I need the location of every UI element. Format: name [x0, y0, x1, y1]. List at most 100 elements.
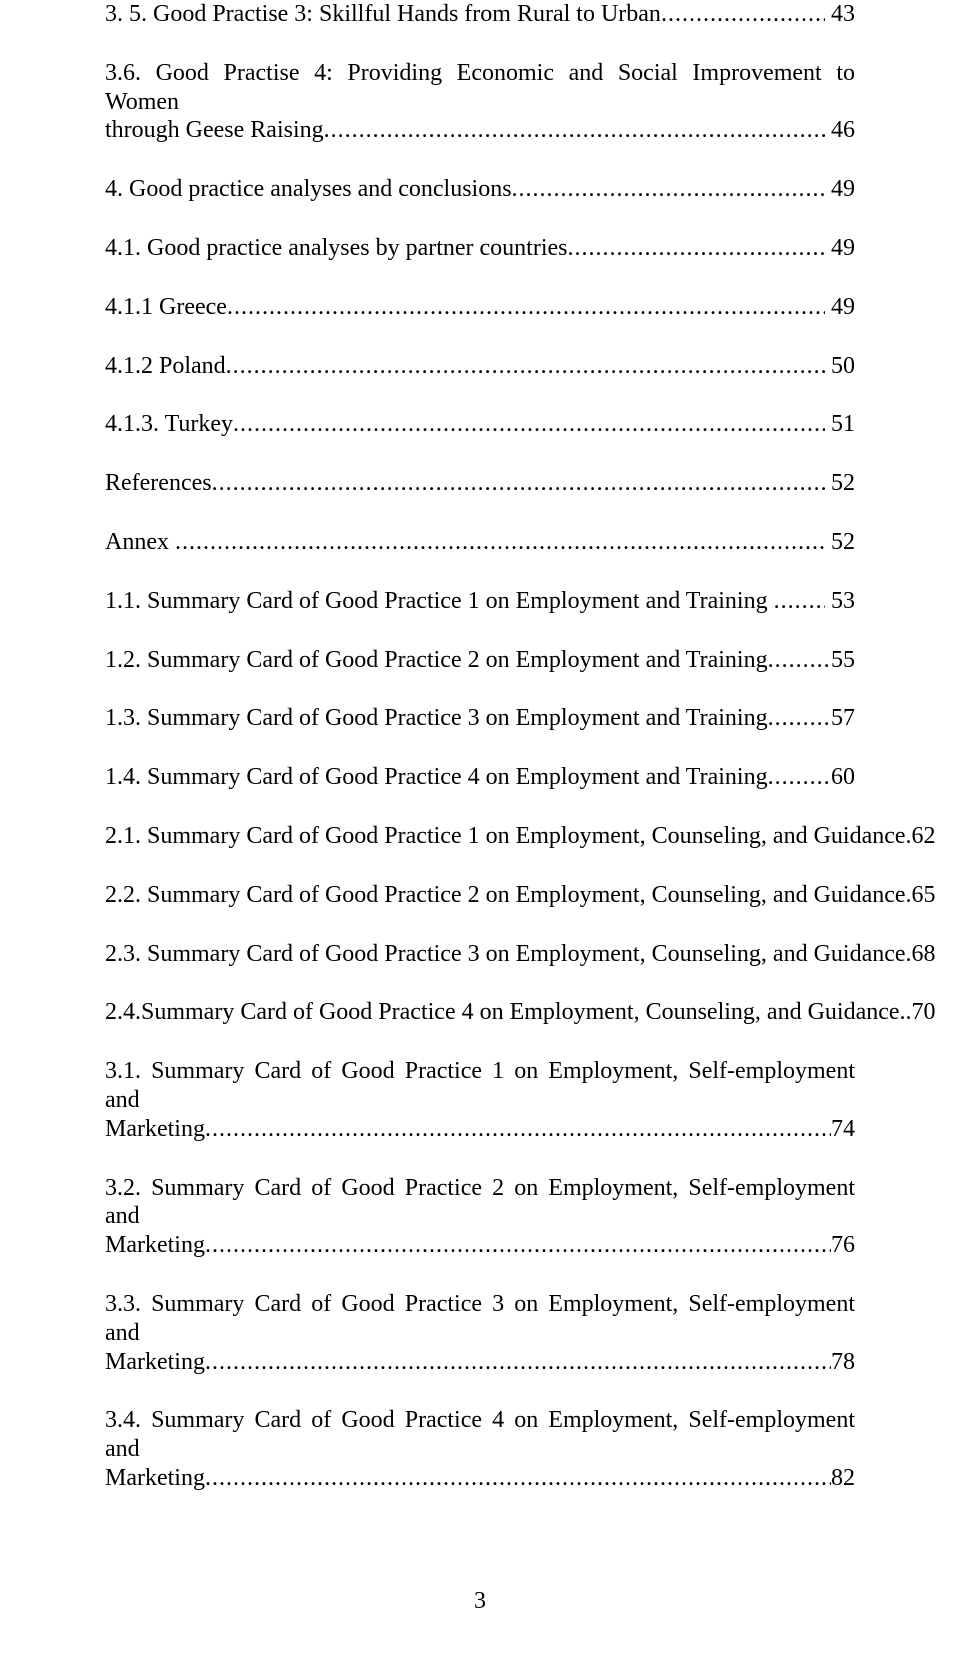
toc-entry: 3.4. Summary Card of Good Practice 4 on … [105, 1406, 855, 1492]
toc-entry: 4.1. Good practice analyses by partner c… [105, 234, 855, 263]
toc-entry-text: Marketing [105, 1464, 205, 1493]
toc-entry-text: 4.1.1 Greece [105, 293, 227, 322]
toc-entry-text: 1.1. Summary Card of Good Practice 1 on … [105, 587, 774, 616]
toc-entry-text: 4.1. Good practice analyses by partner c… [105, 234, 568, 263]
toc-entry: 4. Good practice analyses and conclusion… [105, 175, 855, 204]
toc-leader-row: Annex ..................................… [105, 528, 855, 557]
toc-entry-page: 52 [825, 528, 855, 557]
toc-leader-dots: ........................................… [205, 1464, 831, 1493]
toc-leader-dots: ........................................… [661, 0, 825, 29]
toc-entry: 2.4.Summary Card of Good Practice 4 on E… [105, 998, 855, 1027]
toc-entry-text: Marketing [105, 1115, 205, 1144]
toc-entry: 3.2. Summary Card of Good Practice 2 on … [105, 1174, 855, 1260]
toc-entry-text: 2.3. Summary Card of Good Practice 3 on … [105, 940, 906, 969]
toc-leader-row: Marketing...............................… [105, 1115, 855, 1144]
toc-entry: 3.6. Good Practise 4: Providing Economic… [105, 59, 855, 145]
toc-entry-page: 50 [825, 352, 855, 381]
toc-entry-page: ..70 [900, 998, 936, 1027]
toc-entry-page: .65 [906, 881, 936, 910]
toc-leader-row: Marketing...............................… [105, 1464, 855, 1493]
toc-entry: Annex ..................................… [105, 528, 855, 557]
toc-entry-page: 76 [831, 1231, 855, 1260]
toc-entry: 1.4. Summary Card of Good Practice 4 on … [105, 763, 855, 792]
toc-leader-dots: ........................................… [324, 116, 825, 145]
toc-leader-dots: ........................................… [227, 293, 825, 322]
toc-entry: 2.3. Summary Card of Good Practice 3 on … [105, 940, 855, 969]
toc-entry-page: 49 [825, 293, 855, 322]
toc-entry: 2.1. Summary Card of Good Practice 1 on … [105, 822, 855, 851]
toc-entry-page: 51 [825, 410, 855, 439]
toc-entry-page: 53 [825, 587, 855, 616]
toc-entry-text: 1.3. Summary Card of Good Practice 3 on … [105, 704, 768, 733]
toc-entry-page: 43 [825, 0, 855, 29]
toc-leader-row: through Geese Raising...................… [105, 116, 855, 145]
toc-entry-text: through Geese Raising [105, 116, 324, 145]
toc-leader-dots: ........................................… [205, 1115, 831, 1144]
toc-leader-row: 1.3. Summary Card of Good Practice 3 on … [105, 704, 855, 733]
toc-entry-text: 2.1. Summary Card of Good Practice 1 on … [105, 822, 906, 851]
toc-entry: References..............................… [105, 469, 855, 498]
toc-leader-dots: ........................................… [226, 352, 825, 381]
toc-entry-page: 60 [831, 763, 855, 792]
toc-entry-page: .62 [906, 822, 936, 851]
toc-entry-text: 3.6. Good Practise 4: Providing Economic… [105, 59, 855, 117]
toc-leader-dots: ........................................… [774, 587, 825, 616]
toc-entry-text: 1.2. Summary Card of Good Practice 2 on … [105, 646, 768, 675]
toc-leader-row: 4. Good practice analyses and conclusion… [105, 175, 855, 204]
toc-leader-row: 4.1. Good practice analyses by partner c… [105, 234, 855, 263]
toc-entry-text: 2.4.Summary Card of Good Practice 4 on E… [105, 998, 900, 1027]
toc-entry: 1.1. Summary Card of Good Practice 1 on … [105, 587, 855, 616]
toc-leader-dots: ........................................… [233, 410, 825, 439]
toc-entry-text: 3.3. Summary Card of Good Practice 3 on … [105, 1290, 855, 1348]
toc-entry: 1.2. Summary Card of Good Practice 2 on … [105, 646, 855, 675]
toc-entry-page: 46 [825, 116, 855, 145]
toc-entry-page: 55 [831, 646, 855, 675]
toc-entry-text: 4.1.2 Poland [105, 352, 226, 381]
toc-leader-row: 1.2. Summary Card of Good Practice 2 on … [105, 646, 855, 675]
toc-leader-row: 3. 5. Good Practise 3: Skillful Hands fr… [105, 0, 855, 29]
toc-entry: 2.2. Summary Card of Good Practice 2 on … [105, 881, 855, 910]
toc-entry: 4.1.1 Greece............................… [105, 293, 855, 322]
toc-leader-row: Marketing...............................… [105, 1348, 855, 1377]
toc-entry-page: 49 [825, 175, 855, 204]
toc-leader-dots: ........................................… [768, 763, 831, 792]
toc-leader-dots: ........................................… [205, 1231, 831, 1260]
toc-entry-page: 49 [825, 234, 855, 263]
toc-leader-row: 4.1.1 Greece............................… [105, 293, 855, 322]
toc-entry-text: Marketing [105, 1348, 205, 1377]
toc-leader-dots: ........................................… [212, 469, 825, 498]
toc-leader-row: 1.1. Summary Card of Good Practice 1 on … [105, 587, 855, 616]
toc-entry-page: 74 [831, 1115, 855, 1144]
toc-entry-page: .68 [906, 940, 936, 969]
toc-entry-page: 82 [831, 1464, 855, 1493]
toc-entry-text: Marketing [105, 1231, 205, 1260]
toc-entry-page: 52 [825, 469, 855, 498]
table-of-contents: 3. 5. Good Practise 3: Skillful Hands fr… [105, 0, 855, 1493]
toc-leader-row: 2.4.Summary Card of Good Practice 4 on E… [105, 998, 855, 1027]
toc-leader-dots: ........................................… [768, 704, 831, 733]
toc-leader-row: 4.1.2 Poland............................… [105, 352, 855, 381]
toc-entry: 4.1.2 Poland............................… [105, 352, 855, 381]
toc-entry: 4.1.3. Turkey...........................… [105, 410, 855, 439]
toc-entry-text: 3.1. Summary Card of Good Practice 1 on … [105, 1057, 855, 1115]
toc-leader-row: References..............................… [105, 469, 855, 498]
toc-entry-page: 78 [831, 1348, 855, 1377]
toc-entry-text: 4.1.3. Turkey [105, 410, 233, 439]
toc-leader-row: Marketing...............................… [105, 1231, 855, 1260]
toc-leader-dots: ........................................… [512, 175, 825, 204]
toc-entry: 3.3. Summary Card of Good Practice 3 on … [105, 1290, 855, 1376]
toc-entry-text: 1.4. Summary Card of Good Practice 4 on … [105, 763, 768, 792]
toc-leader-row: 4.1.3. Turkey...........................… [105, 410, 855, 439]
toc-entry-text: 4. Good practice analyses and conclusion… [105, 175, 512, 204]
toc-entry-text: 3.4. Summary Card of Good Practice 4 on … [105, 1406, 855, 1464]
toc-entry-text: References [105, 469, 212, 498]
toc-entry-text: 3.2. Summary Card of Good Practice 2 on … [105, 1174, 855, 1232]
toc-entry-page: 57 [831, 704, 855, 733]
toc-leader-dots: ........................................… [205, 1348, 831, 1377]
toc-leader-dots: ........................................… [568, 234, 825, 263]
toc-entry: 1.3. Summary Card of Good Practice 3 on … [105, 704, 855, 733]
toc-leader-row: 1.4. Summary Card of Good Practice 4 on … [105, 763, 855, 792]
toc-entry: 3.1. Summary Card of Good Practice 1 on … [105, 1057, 855, 1143]
toc-entry: 3. 5. Good Practise 3: Skillful Hands fr… [105, 0, 855, 29]
toc-entry-text: Annex [105, 528, 175, 557]
